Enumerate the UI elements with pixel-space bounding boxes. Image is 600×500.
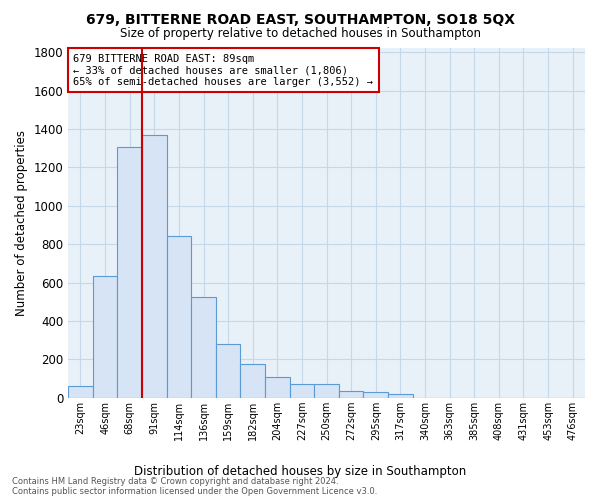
Bar (265, 376, 290, 398)
Text: Contains public sector information licensed under the Open Government Licence v3: Contains public sector information licen… (12, 488, 377, 496)
Text: Size of property relative to detached houses in Southampton: Size of property relative to detached ho… (119, 28, 481, 40)
Bar (241, 364, 265, 398)
Bar (142, 134, 167, 398)
Bar (314, 384, 339, 398)
Bar (93, 276, 118, 398)
Text: Distribution of detached houses by size in Southampton: Distribution of detached houses by size … (134, 465, 466, 478)
Bar (191, 297, 216, 398)
Text: 679, BITTERNE ROAD EAST, SOUTHAMPTON, SO18 5QX: 679, BITTERNE ROAD EAST, SOUTHAMPTON, SO… (86, 12, 515, 26)
Bar (167, 236, 191, 398)
Bar (339, 391, 364, 398)
Bar (364, 392, 388, 398)
Text: 679 BITTERNE ROAD EAST: 89sqm
← 33% of detached houses are smaller (1,806)
65% o: 679 BITTERNE ROAD EAST: 89sqm ← 33% of d… (73, 54, 373, 86)
Text: Contains HM Land Registry data © Crown copyright and database right 2024.: Contains HM Land Registry data © Crown c… (12, 478, 338, 486)
Bar (388, 394, 413, 398)
Bar (118, 147, 142, 398)
Bar (68, 386, 93, 398)
Bar (290, 384, 314, 398)
Y-axis label: Number of detached properties: Number of detached properties (15, 130, 28, 316)
Bar (216, 344, 241, 398)
